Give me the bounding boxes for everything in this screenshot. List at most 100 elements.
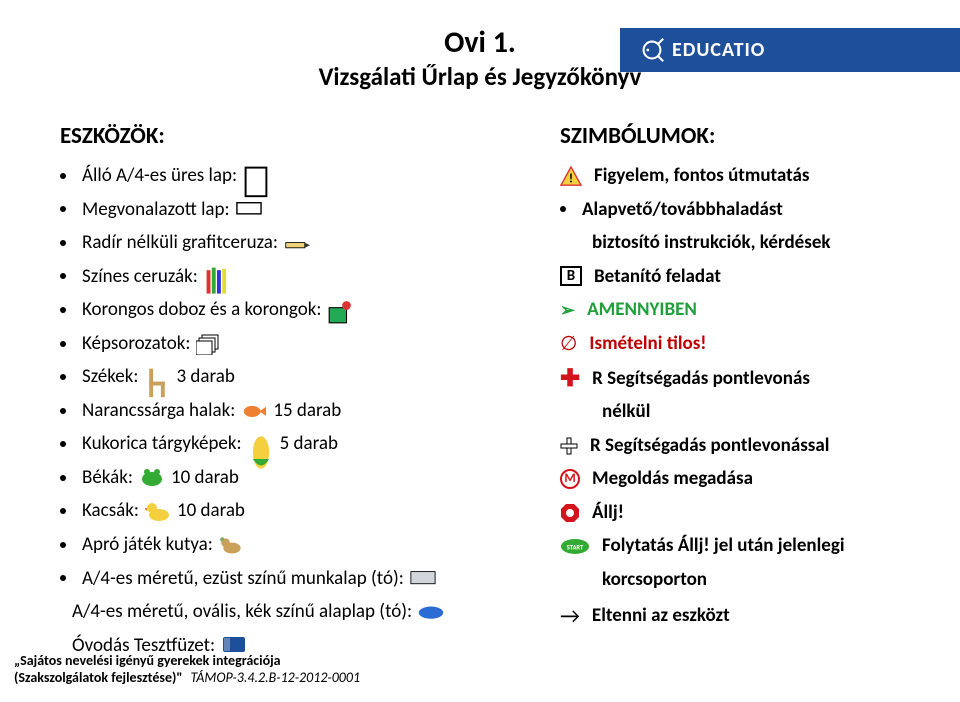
tool-item: A/4-es méretű, ovális, kék színű alaplap…: [72, 598, 530, 626]
b-box-icon: B: [560, 266, 582, 286]
tool-label: Radír nélküli grafitceruza:: [82, 229, 278, 257]
tool-item: Békák: 10 darab: [60, 464, 530, 492]
footer-code: TÁMOP-3.4.2.B-12-2012-0001: [191, 669, 361, 686]
tool-label: Apró játék kutya:: [82, 531, 213, 559]
symbol-item: → Eltenni az eszközt: [560, 600, 940, 632]
symbol-item: ! Figyelem, fontos útmutatás: [560, 162, 940, 190]
bullet-icon: [60, 542, 66, 548]
chair-icon: [144, 366, 170, 388]
symbol-item-cont: biztosító instrukciók, kérdések: [560, 229, 940, 257]
brand-header: EDUCATIO: [620, 28, 960, 72]
tool-item: Narancssárga halak: 15 darab: [60, 397, 530, 425]
footer: „Sajátos nevelési igényű gyerekek integr…: [14, 652, 360, 686]
symbols-heading: SZIMBÓLUMOK:: [560, 122, 940, 150]
symbol-label: Megoldás megadása: [592, 465, 753, 493]
toy-dog-icon: [219, 534, 245, 556]
footer-text2: (Szakszolgálatok fejlesztése)": [14, 669, 183, 686]
tool-label: Álló A/4-es üres lap:: [82, 162, 237, 190]
title-sub: Vizsgálati Űrlap és Jegyzőkönyv: [300, 61, 660, 92]
bullet-icon: [60, 206, 66, 212]
silver-sheet-icon: [410, 567, 436, 589]
frog-icon: [139, 467, 165, 489]
title-main: Ovi 1.: [300, 24, 660, 61]
bullet-icon: [60, 307, 66, 313]
symbol-item-cont: korcsoporton: [560, 566, 940, 594]
tool-item: Kukorica tárgyképek: 5 darab: [60, 430, 530, 458]
symbol-label: Folytatás Állj! jel után jelenlegi: [602, 532, 845, 560]
brand-name: EDUCATIO: [672, 38, 765, 62]
bullet-icon: [60, 508, 66, 514]
symbol-label: korcsoporton: [602, 566, 707, 594]
footer-line2: (Szakszolgálatok fejlesztése)" TÁMOP-3.4…: [14, 669, 360, 686]
tool-item: Székek: 3 darab: [60, 363, 530, 391]
bullet-icon: [60, 173, 66, 179]
symbol-item: ➢ AMENNYIBEN: [560, 296, 940, 324]
tool-item: Apró játék kutya:: [60, 531, 530, 559]
symbol-label: Eltenni az eszközt: [592, 602, 730, 630]
tool-label: Megvonalazott lap:: [82, 196, 230, 224]
bullet-icon: [60, 441, 66, 447]
bullet-icon: [60, 575, 66, 581]
stop-icon: [560, 503, 580, 523]
disc-box-icon: [327, 299, 353, 321]
symbol-item: Állj!: [560, 499, 940, 527]
svg-text:!: !: [569, 171, 573, 186]
symbol-item: B Betanító feladat: [560, 263, 940, 291]
null-icon: ∅: [560, 330, 577, 359]
bullet-icon: [60, 240, 66, 246]
tool-label: Korongos doboz és a korongok:: [82, 296, 321, 324]
tool-item: Álló A/4-es üres lap:: [60, 162, 530, 190]
red-plus-icon: ✚: [560, 367, 580, 391]
card-stack-icon: [196, 333, 222, 355]
portrait-sheet-icon: [243, 165, 269, 187]
symbol-item: R Segítségadás pontlevonással: [560, 432, 940, 460]
symbols-column: SZIMBÓLUMOK: ! Figyelem, fontos útmutatá…: [560, 122, 940, 637]
tool-label: Képsorozatok:: [82, 330, 190, 358]
bullet-icon: [60, 374, 66, 380]
tool-item: Korongos doboz és a korongok:: [60, 296, 530, 324]
symbol-label: Figyelem, fontos útmutatás: [594, 162, 809, 190]
bullet-icon: [60, 475, 66, 481]
symbol-label: Alapvető/továbbhaladást: [582, 196, 783, 224]
tool-label: Narancssárga halak:: [82, 397, 235, 425]
symbol-label: AMENNYIBEN: [587, 296, 697, 324]
tool-label: A/4-es méretű, ezüst színű munkalap (tó)…: [82, 565, 404, 593]
arrow-right-icon: →: [560, 600, 580, 632]
tool-qty: 5 darab: [280, 430, 338, 458]
symbol-item: START Folytatás Állj! jel után jelenlegi: [560, 532, 940, 560]
symbol-label: Betanító feladat: [594, 263, 721, 291]
footer-text1: „Sajátos nevelési igényű gyerekek integr…: [14, 652, 281, 669]
page-title-block: Ovi 1. Vizsgálati Űrlap és Jegyzőkönyv: [300, 24, 660, 92]
m-circle-icon: M: [560, 469, 580, 489]
bullet-icon: [60, 408, 66, 414]
corn-icon: [248, 433, 274, 455]
tool-qty: 10 darab: [171, 464, 239, 492]
bullet-icon: [60, 341, 66, 347]
symbol-label: R Segítségadás pontlevonás: [592, 365, 810, 393]
tool-item: Radír nélküli grafitceruza:: [60, 229, 530, 257]
bullet-icon: [560, 206, 566, 212]
symbol-label: R Segítségadás pontlevonással: [590, 432, 829, 460]
svg-text:START: START: [567, 543, 584, 551]
symbol-label: nélkül: [602, 398, 650, 426]
tools-heading: ESZKÖZÖK:: [60, 122, 530, 150]
tool-label: Színes ceruzák:: [82, 263, 198, 291]
outline-plus-icon: [560, 437, 578, 455]
tool-qty: 3 darab: [176, 363, 234, 391]
tool-label: A/4-es méretű, ovális, kék színű alaplap…: [72, 598, 412, 626]
symbol-label: biztosító instrukciók, kérdések: [592, 229, 831, 257]
pencil-icon: [284, 232, 310, 254]
warning-icon: !: [560, 166, 582, 186]
tool-item: Színes ceruzák:: [60, 263, 530, 291]
symbol-item: M Megoldás megadása: [560, 465, 940, 493]
colored-pencils-icon: [204, 265, 230, 287]
symbol-label: Állj!: [592, 499, 624, 527]
symbol-item: ∅ Ismételni tilos!: [560, 330, 940, 359]
symbol-item-cont: nélkül: [560, 398, 940, 426]
symbol-item: ✚ R Segítségadás pontlevonás: [560, 365, 940, 393]
tool-item: A/4-es méretű, ezüst színű munkalap (tó)…: [60, 565, 530, 593]
tool-label: Kukorica tárgyképek:: [82, 430, 242, 458]
symbol-label: Ismételni tilos!: [589, 330, 706, 358]
tool-qty: 10 darab: [177, 497, 245, 525]
bullet-icon: [60, 273, 66, 279]
